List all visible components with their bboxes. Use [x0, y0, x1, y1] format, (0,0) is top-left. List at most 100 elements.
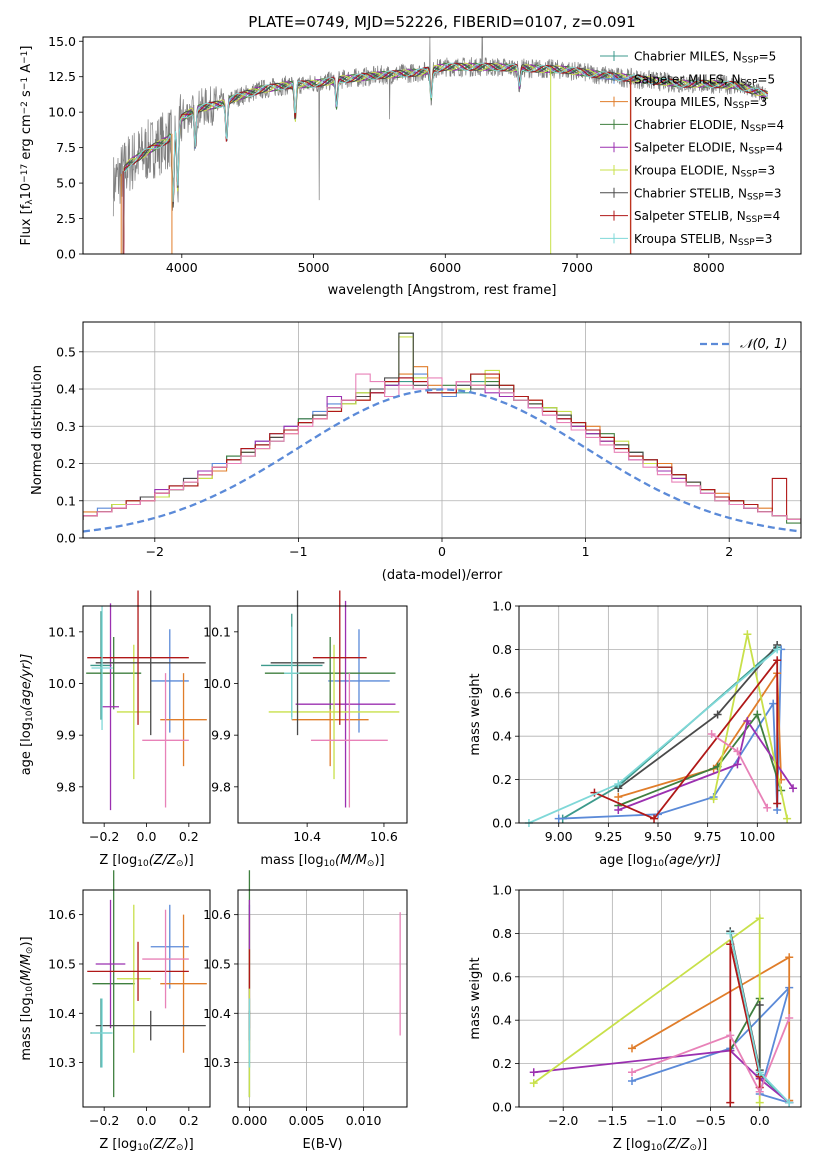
plus-marker	[726, 1098, 735, 1107]
plus-marker	[726, 1031, 735, 1040]
x-tick-label: −1	[289, 544, 307, 559]
plus-marker	[713, 710, 722, 719]
y-axis-label: mass weight	[468, 957, 483, 1039]
plus-marker	[763, 803, 772, 812]
x-tick-label: 2	[725, 544, 733, 559]
plus-marker	[755, 1068, 764, 1077]
plus-marker	[554, 814, 563, 823]
series-line	[533, 916, 761, 1103]
y-tick-label: 15.0	[48, 34, 76, 49]
errorbar-point	[91, 606, 113, 730]
plus-marker	[773, 799, 782, 808]
plus-marker	[783, 814, 792, 823]
plus-marker	[785, 1098, 794, 1107]
x-tick-label: −0.2	[89, 1113, 119, 1128]
y-tick-label: 10.3	[48, 1055, 76, 1070]
histogram-series	[83, 377, 801, 524]
spectrum-lines	[112, 37, 769, 254]
x-tick-label: −2.0	[548, 1113, 578, 1128]
errorbar-point	[150, 904, 189, 989]
errorbar-point	[328, 629, 390, 733]
errorbar-point	[95, 1010, 206, 1041]
legend-label: Salpeter MILES, NSSP=5	[634, 72, 775, 88]
plus-marker	[755, 1087, 764, 1096]
plus-marker	[755, 1001, 764, 1010]
y-tick-label: 10.3	[203, 1055, 231, 1070]
plus-marker	[733, 747, 742, 756]
plus-marker	[529, 1079, 538, 1088]
y-axis-label: Normed distribution	[30, 365, 45, 495]
x-tick-label: 8000	[693, 260, 725, 275]
histogram-series	[83, 377, 801, 520]
x-axis-label: Z [log10(Z/Z⊙)]	[613, 1137, 707, 1153]
x-tick-label: −1.0	[646, 1113, 676, 1128]
y-axis-label: Flux [fλ10−17 erg cm−2 s−1 A−1]	[19, 46, 35, 246]
x-axis-label: wavelength [Angstrom, rest frame]	[328, 283, 557, 298]
x-axis-label: Z [log10(Z/Z⊙)]	[99, 1137, 193, 1153]
x-tick-label: 0.0	[137, 829, 157, 844]
x-tick-label: 10.00	[739, 829, 775, 844]
y-axis-label: mass [log10(M/M⊙)]	[19, 936, 35, 1060]
plus-marker	[627, 1044, 636, 1053]
x-tick-label: 7000	[561, 260, 593, 275]
errorbar-point	[310, 673, 388, 808]
plus-marker	[755, 1098, 764, 1107]
x-tick-label: 9.00	[545, 829, 573, 844]
y-tick-label: 1.0	[492, 599, 512, 614]
series-line	[594, 657, 779, 820]
errorbar-point	[270, 590, 325, 736]
y-tick-label: 10.1	[203, 624, 231, 639]
errorbar-point	[160, 914, 207, 1053]
legend-label: 𝒩(0, 1)	[740, 337, 787, 352]
y-axis-label: mass weight	[468, 673, 483, 755]
plus-marker	[529, 1068, 538, 1077]
plus-marker	[785, 1014, 794, 1023]
plus-marker	[743, 717, 752, 726]
x-tick-label: −2	[146, 544, 164, 559]
y-tick-label: 10.0	[48, 676, 76, 691]
errorbar-point	[87, 590, 189, 725]
x-tick-label: 5000	[298, 260, 330, 275]
mass-weight-series	[529, 914, 764, 1107]
y-tick-label: 0.0	[56, 247, 76, 262]
x-tick-label: 0.0	[137, 1113, 157, 1128]
plus-marker	[773, 656, 782, 665]
mass-vs-Z-panel: −0.2 0.0 0.2 10.3 10.4 10.5 10.6 Z [log10(Z/Z⊙)…	[19, 870, 211, 1153]
x-tick-label: −0.5	[695, 1113, 725, 1128]
y-tick-label: 10.0	[48, 105, 76, 120]
y-tick-label: 10.4	[48, 1006, 76, 1021]
massweight-vs-Z-panel: −2.0 −1.5 −1.0 −0.5 0.0 0.0 0.2 0.4 0.6 0.8 1.0 Z […	[468, 883, 802, 1153]
normal-curve	[83, 388, 801, 533]
y-tick-label: 10.5	[48, 956, 76, 971]
errorbar-point	[92, 870, 135, 1098]
y-tick-label: 0.2	[492, 1056, 512, 1071]
x-tick-label: 1	[582, 544, 590, 559]
plus-marker	[755, 914, 764, 923]
mass-vs-ebv-panel: 0.000 0.005 0.010 10.3 10.4 10.5 10.6 E(B-V)	[203, 870, 408, 1152]
y-tick-label: 7.5	[56, 140, 76, 155]
y-tick-label: 0.2	[56, 456, 76, 471]
y-tick-label: 10.4	[203, 1006, 231, 1021]
y-tick-label: 0.0	[492, 1100, 512, 1115]
axes-frame	[237, 605, 408, 824]
series-line	[631, 1017, 791, 1094]
y-tick-label: 12.5	[48, 69, 76, 84]
plus-marker	[614, 779, 623, 788]
errorbar-point	[268, 644, 400, 780]
x-tick-label: 10.6	[370, 829, 398, 844]
y-tick-label: 9.9	[56, 728, 76, 743]
y-tick-label: 2.5	[56, 211, 76, 226]
chart-title: PLATE=0749, MJD=52226, FIBERID=0107, z=0…	[248, 13, 635, 31]
y-tick-label: 0.8	[492, 926, 512, 941]
y-tick-label: 10.6	[48, 907, 76, 922]
axes-frame	[518, 605, 802, 824]
x-axis-label: mass [log10(M/M⊙)]	[260, 853, 384, 869]
errorbar-point	[284, 626, 300, 720]
plus-marker	[773, 645, 782, 654]
errorbar-point	[102, 603, 119, 811]
plus-marker	[726, 929, 735, 938]
histogram-series	[83, 373, 801, 524]
histogram-series	[83, 373, 801, 520]
y-tick-label: 0.4	[492, 1013, 512, 1028]
axes-frame	[237, 889, 408, 1108]
